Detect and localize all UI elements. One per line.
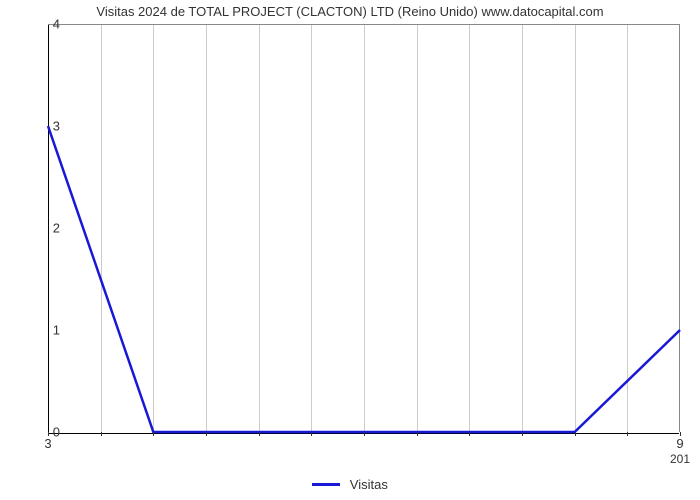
y-tick-label: 4 — [20, 17, 60, 32]
x-tick — [469, 432, 470, 436]
x-sub-label-right: 201 — [670, 452, 690, 466]
y-tick-label: 2 — [20, 221, 60, 236]
x-tick — [206, 432, 207, 436]
line-chart: Visitas 2024 de TOTAL PROJECT (CLACTON) … — [0, 0, 700, 500]
legend-swatch — [312, 483, 340, 486]
x-tick-label-right: 9 — [676, 436, 683, 451]
legend-label: Visitas — [350, 477, 388, 492]
legend: Visitas — [0, 476, 700, 492]
x-tick — [522, 432, 523, 436]
y-tick-label: 0 — [20, 425, 60, 440]
x-tick — [575, 432, 576, 436]
x-tick — [364, 432, 365, 436]
x-tick-label-left: 3 — [44, 436, 51, 451]
x-tick — [311, 432, 312, 436]
y-tick-label: 1 — [20, 323, 60, 338]
y-tick-label: 3 — [20, 119, 60, 134]
data-series — [48, 24, 680, 432]
x-tick — [153, 432, 154, 436]
x-tick — [101, 432, 102, 436]
x-tick — [417, 432, 418, 436]
chart-title: Visitas 2024 de TOTAL PROJECT (CLACTON) … — [0, 4, 700, 19]
x-tick — [259, 432, 260, 436]
x-tick — [627, 432, 628, 436]
